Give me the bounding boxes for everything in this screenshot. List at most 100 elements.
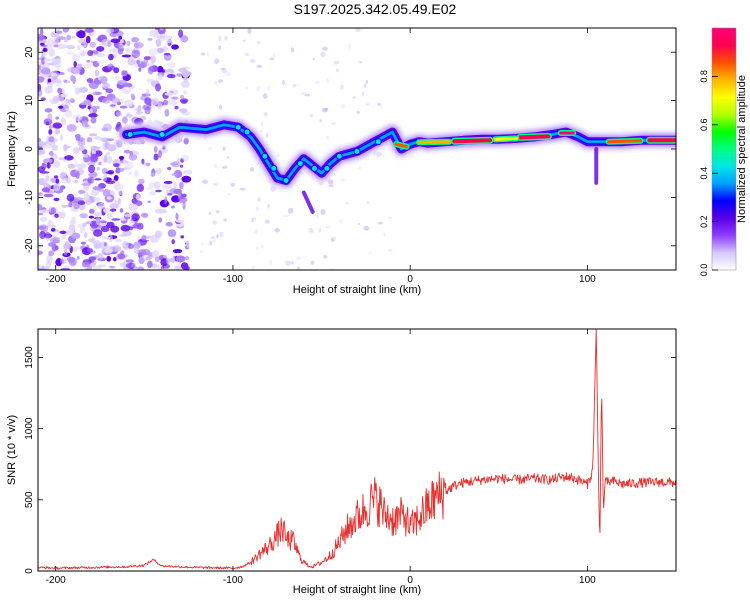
spectrogram-noise-blob: [88, 215, 94, 219]
snr-x-ticks: -200 -100 0 100: [46, 329, 596, 586]
spectrogram-noise-blob: [255, 246, 259, 250]
snr-y-tick-label: 1500: [24, 346, 35, 369]
spectrogram-noise-blob: [71, 232, 81, 239]
spectrogram-noise-blob: [56, 28, 61, 32]
spectrogram-noise-blob: [218, 45, 222, 50]
spectrogram-noise-blob: [162, 99, 169, 106]
spectrogram-noise-blob: [155, 83, 162, 92]
spectrogram-noise-blob: [256, 85, 261, 92]
spectrogram-noise-blob: [110, 208, 117, 212]
spectrogram-noise-blob: [83, 154, 89, 158]
spectrogram-noise-blob: [59, 134, 64, 142]
spectrogram-noise-blob: [383, 232, 386, 237]
spectrogram-noise-blob: [64, 241, 70, 250]
spectrogram-noise-blob: [153, 153, 159, 161]
spectrogram-noise-blob: [121, 241, 130, 249]
spectrogram-noise-blob: [109, 104, 116, 107]
spectrogram-noise-blob: [169, 257, 177, 263]
spectrogram-noise-blob: [40, 42, 45, 46]
spectrogram-noise-blob: [109, 235, 113, 243]
spectrogram-noise-blob: [138, 256, 145, 265]
spectrogram-noise-blob: [128, 154, 138, 161]
spectrogram-noise-blob: [219, 231, 224, 238]
spectrogram-noise-blob: [49, 150, 54, 157]
spectrogram-noise-blob: [117, 190, 123, 196]
spectrogram-y-tick-label: 10: [24, 95, 35, 107]
spectrogram-ridge-node: [126, 130, 134, 138]
spectrogram-noise-blob: [136, 183, 144, 192]
spectrogram-noise-blob: [101, 39, 110, 47]
snr-x-tick-label: 0: [407, 575, 413, 586]
spectrogram-noise-blob: [156, 66, 164, 73]
spectrogram-noise-blob: [315, 215, 320, 219]
spectrogram-noise-blob: [38, 226, 47, 230]
spectrogram-noise-blob: [127, 226, 134, 231]
spectrogram-noise-blob: [124, 214, 134, 217]
spectrogram-noise-blob: [57, 44, 63, 50]
spectrogram-noise-blob: [65, 145, 71, 149]
spectrogram-noise-blob: [80, 241, 86, 245]
spectrogram-ridge-node: [261, 152, 269, 160]
spectrogram-noise-blob: [100, 137, 110, 143]
snr-frame: [37, 328, 677, 572]
spectrogram-noise-blob: [75, 171, 80, 179]
spectrogram-ridge-hotspot: [452, 138, 492, 144]
spectrogram-noise-blob: [325, 135, 330, 140]
spectrogram-noise-blob: [79, 50, 86, 57]
spectrogram-noise-blob: [44, 86, 53, 94]
spectrogram-noise-blob: [40, 209, 50, 214]
spectrogram-noise-blob: [78, 145, 85, 151]
spectrogram-noise-blob: [169, 188, 178, 195]
spectrogram-ridge-layer: [116, 114, 676, 214]
spectrogram-ridge-node: [374, 138, 382, 146]
spectrogram-noise-blob: [69, 220, 77, 225]
spectrogram-noise-blob: [73, 180, 79, 183]
colorbar-ticks: 0.0 0.2 0.4 0.6 0.8: [699, 70, 718, 276]
spectrogram-noise-blob: [83, 63, 92, 69]
spectrogram-noise-blob: [368, 251, 372, 255]
spectrogram-noise-blob: [320, 209, 326, 215]
spectrogram-ridge-node: [270, 164, 278, 172]
spectrogram-noise-blob: [154, 208, 165, 214]
spectrogram-noise-blob: [357, 222, 361, 226]
spectrogram-noise-blob: [320, 51, 326, 58]
spectrogram-noise-blob: [77, 200, 86, 206]
spectrogram-noise-blob: [224, 35, 228, 41]
spectrogram-noise-blob: [115, 167, 125, 173]
spectrogram-noise-blob: [58, 211, 66, 219]
spectrogram-noise-blob: [110, 225, 120, 233]
spectrogram-noise-blob: [61, 99, 66, 107]
spectrogram-noise-blob: [106, 255, 112, 262]
spectrogram-noise-blob: [136, 59, 141, 65]
spectrogram-noise-blob: [128, 220, 135, 226]
spectrogram-noise-blob: [87, 50, 94, 57]
spectrogram-noise-blob: [38, 267, 46, 270]
spectrogram-noise-blob: [141, 249, 151, 256]
spectrogram-noise-blob: [55, 178, 60, 184]
spectrogram-noise-blob: [362, 91, 365, 97]
spectrogram-noise-blob: [285, 260, 292, 266]
spectrogram-noise-blob: [249, 59, 256, 63]
spectrogram-noise-blob: [168, 35, 173, 40]
snr-x-tick-label: -200: [46, 575, 66, 586]
spectrogram-noise-blob: [78, 86, 89, 93]
spectrogram-noise-blob: [44, 232, 51, 239]
spectrogram-noise-blob: [118, 45, 123, 48]
spectrogram-noise-blob: [108, 49, 117, 53]
spectrogram-noise-blob: [82, 120, 88, 125]
spectrogram-noise-blob: [207, 147, 213, 151]
spectrogram-noise-blob: [176, 73, 183, 77]
spectrogram-noise-blob: [67, 163, 76, 169]
spectrogram-noise-blob: [39, 230, 46, 240]
spectrogram-noise-blob: [111, 218, 121, 221]
spectrogram-noise-blob: [50, 75, 58, 84]
spectrogram-noise-blob: [312, 58, 315, 61]
spectrogram-ridge-node: [310, 164, 318, 172]
spectrogram-noise-blob: [60, 117, 66, 126]
spectrogram-noise-blob: [331, 237, 334, 242]
spectrogram-noise-blob: [165, 71, 172, 75]
spectrogram-noise-blob: [276, 153, 280, 157]
spectrogram-noise-blob: [96, 46, 105, 52]
spectrogram-noise-blob: [301, 91, 307, 96]
spectrogram-noise-blob: [84, 28, 94, 33]
